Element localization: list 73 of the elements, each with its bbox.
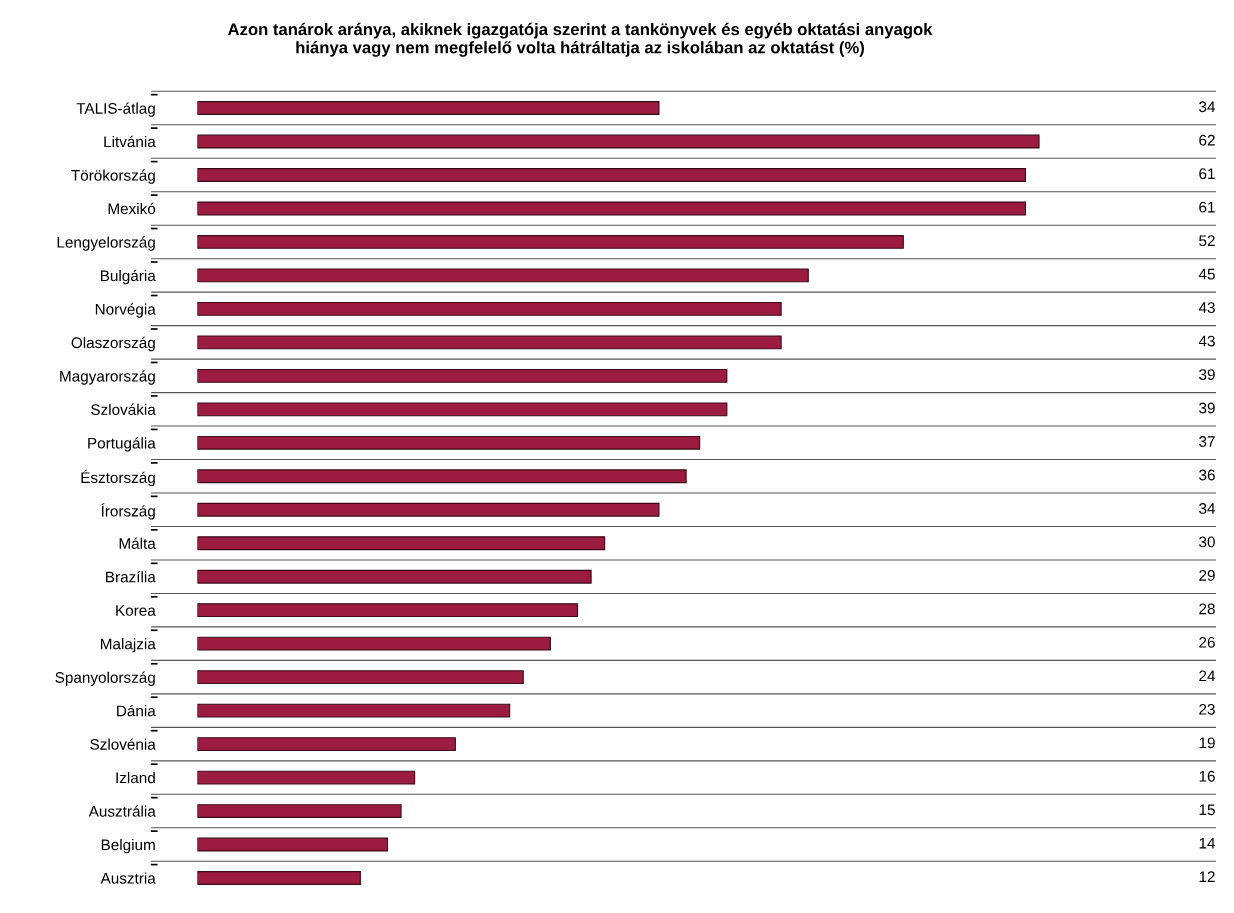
data-label: 26 bbox=[1199, 636, 1215, 648]
bar bbox=[197, 101, 660, 115]
bar bbox=[197, 603, 579, 618]
y-tick-label: Írország bbox=[101, 503, 155, 520]
y-tick-label: Törökország bbox=[71, 169, 155, 184]
bar bbox=[197, 636, 551, 651]
y-tick-label: Korea bbox=[116, 605, 156, 616]
data-label: 34 bbox=[1199, 101, 1216, 113]
data-label: 34 bbox=[1199, 503, 1216, 514]
bar bbox=[197, 536, 606, 551]
data-label: 61 bbox=[1199, 168, 1215, 180]
bar bbox=[197, 737, 456, 752]
data-label: 12 bbox=[1199, 871, 1215, 882]
data-label: 30 bbox=[1199, 536, 1215, 548]
data-label: 23 bbox=[1199, 703, 1215, 715]
y-tick-label: Dánia bbox=[117, 704, 156, 717]
data-label: 61 bbox=[1199, 201, 1215, 213]
data-label: 52 bbox=[1199, 235, 1215, 247]
y-tick-label: Málta bbox=[119, 537, 156, 549]
data-label: 45 bbox=[1198, 268, 1215, 280]
bar bbox=[197, 469, 687, 484]
bar bbox=[197, 235, 904, 249]
bar bbox=[197, 837, 389, 852]
y-tick-label: Bulgária bbox=[100, 269, 156, 285]
y-tick-label: Belgium bbox=[101, 838, 155, 854]
data-label: 62 bbox=[1199, 134, 1215, 146]
y-tick-label: Szlovénia bbox=[90, 738, 156, 750]
data-label: 28 bbox=[1199, 603, 1215, 615]
bar bbox=[197, 804, 402, 818]
bar bbox=[197, 502, 660, 517]
bar bbox=[197, 402, 728, 417]
y-tick-label: Spanyolország bbox=[55, 671, 155, 686]
bar bbox=[197, 703, 511, 718]
y-tick-label: Észtország bbox=[81, 469, 155, 487]
bar bbox=[197, 770, 416, 785]
bar bbox=[197, 335, 782, 350]
bar bbox=[197, 871, 361, 885]
bar bbox=[197, 368, 728, 383]
data-label: 24 bbox=[1199, 670, 1216, 682]
bar bbox=[197, 201, 1027, 216]
y-tick-label: Norvégia bbox=[95, 303, 156, 318]
y-tick-label: Lengyelország bbox=[57, 236, 155, 251]
y-tick-label: Szlovákia bbox=[91, 403, 156, 416]
y-tick-label: Magyarország bbox=[60, 370, 155, 385]
bar bbox=[197, 134, 1040, 149]
bar bbox=[197, 268, 809, 283]
y-tick-label: Litvánia bbox=[104, 135, 156, 148]
y-tick-label: Olaszország bbox=[71, 336, 155, 352]
data-label: 36 bbox=[1199, 469, 1215, 481]
bar bbox=[197, 301, 782, 316]
data-label: 14 bbox=[1199, 837, 1216, 849]
y-tick-label: Izland bbox=[116, 772, 155, 784]
y-tick-label: Malajzia bbox=[100, 638, 156, 653]
y-tick-label: Portugália bbox=[88, 437, 156, 452]
y-tick-label: TALIS-átlag bbox=[76, 102, 155, 117]
data-label: 16 bbox=[1199, 770, 1215, 782]
bar bbox=[197, 670, 524, 685]
data-label: 19 bbox=[1199, 737, 1215, 749]
data-label: 37 bbox=[1199, 436, 1215, 447]
data-label: 29 bbox=[1199, 569, 1215, 581]
data-label: 39 bbox=[1199, 369, 1215, 380]
data-label: 39 bbox=[1199, 402, 1215, 414]
data-label: 43 bbox=[1198, 302, 1215, 313]
y-tick-label: Mexikó bbox=[108, 202, 156, 215]
bar bbox=[197, 435, 701, 450]
data-label: 43 bbox=[1198, 335, 1215, 347]
y-tick-label: Brazília bbox=[106, 571, 156, 583]
bar bbox=[197, 569, 592, 584]
chart-title: Azon tanárok aránya, akiknek igazgatója szerint a tankönyvek és egyéb oktatási anyagok hiánya vagy nem megfelelő volta hátráltatja az iskolában az oktatást (%) bbox=[227, 22, 933, 57]
y-tick-label: Ausztria bbox=[100, 872, 156, 884]
data-label: 15 bbox=[1199, 804, 1215, 816]
y-tick-label: Ausztrália bbox=[88, 805, 156, 817]
bar bbox=[197, 168, 1027, 182]
